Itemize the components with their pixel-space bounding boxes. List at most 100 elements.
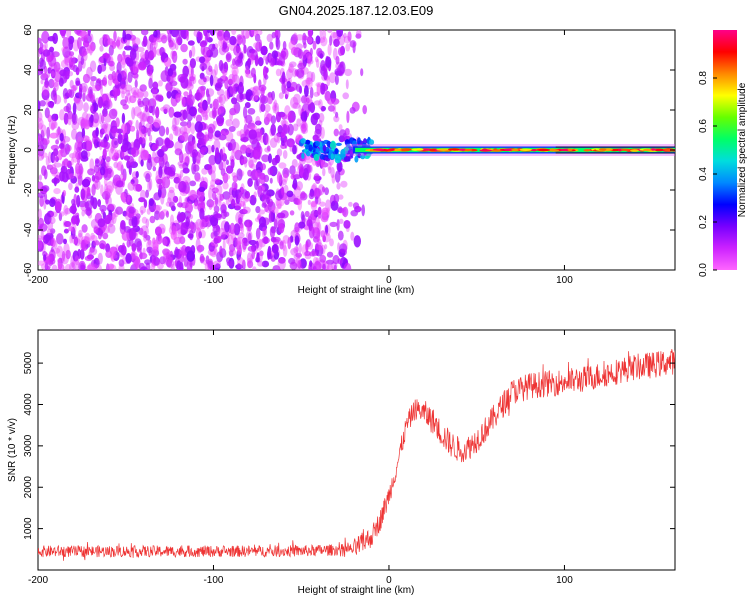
- noise-blob: [165, 210, 169, 218]
- noise-blob: [90, 114, 94, 123]
- noise-blob: [313, 173, 320, 181]
- noise-blob: [320, 36, 328, 47]
- noise-blob: [257, 185, 263, 198]
- noise-blob: [244, 65, 250, 78]
- noise-blob: [231, 30, 237, 35]
- noise-blob: [322, 167, 326, 177]
- noise-blob: [214, 263, 221, 270]
- noise-blob: [221, 153, 227, 162]
- noise-blob: [106, 181, 115, 194]
- noise-blob: [218, 103, 225, 114]
- noise-blob: [76, 146, 82, 152]
- noise-blob: [38, 217, 44, 228]
- noise-blob: [295, 133, 303, 141]
- noise-blob: [104, 183, 108, 195]
- noise-blob: [116, 162, 122, 171]
- noise-blob: [169, 250, 174, 263]
- noise-blob: [174, 148, 183, 156]
- noise-blob: [360, 68, 364, 77]
- noise-blob: [272, 265, 281, 270]
- noise-blob: [180, 30, 189, 39]
- signal-peak: [620, 148, 631, 151]
- noise-blob: [105, 193, 109, 205]
- noise-blob: [345, 43, 351, 52]
- noise-blob: [46, 126, 51, 140]
- noise-blob: [248, 159, 255, 169]
- noise-blob: [306, 219, 313, 227]
- transition-blob: [360, 154, 366, 160]
- noise-blob: [301, 123, 306, 129]
- noise-blob: [194, 92, 203, 101]
- noise-blob: [61, 191, 65, 204]
- signal-peak: [567, 148, 573, 151]
- noise-blob: [86, 241, 91, 248]
- noise-blob: [187, 141, 195, 153]
- noise-blob: [90, 232, 95, 240]
- noise-blob: [134, 66, 140, 74]
- noise-blob: [41, 185, 50, 192]
- signal-peak: [654, 148, 664, 152]
- noise-blob: [278, 174, 283, 187]
- noise-blob: [355, 30, 362, 38]
- noise-blob: [319, 30, 323, 39]
- noise-blob: [241, 30, 244, 38]
- noise-blob: [222, 41, 228, 50]
- noise-blob: [143, 127, 149, 134]
- noise-blob: [133, 72, 139, 81]
- noise-blob: [174, 141, 183, 152]
- noise-blob: [269, 177, 273, 184]
- colorbar-tick-label: 0.0: [698, 263, 709, 277]
- noise-blob: [298, 242, 302, 254]
- noise-blob: [140, 225, 149, 238]
- noise-blob: [269, 137, 278, 148]
- noise-blob: [216, 115, 225, 124]
- noise-blob: [153, 37, 158, 50]
- noise-blob: [202, 134, 207, 145]
- noise-blob: [272, 101, 277, 114]
- spectrogram-ylabel: Frequency (Hz): [7, 116, 18, 185]
- noise-blob: [49, 211, 58, 218]
- noise-blob: [273, 133, 280, 143]
- noise-blob: [68, 173, 75, 179]
- noise-blob: [278, 92, 284, 99]
- noise-blob: [327, 30, 333, 34]
- noise-blob: [53, 94, 62, 105]
- noise-blob: [111, 155, 119, 161]
- noise-blob: [236, 250, 241, 261]
- noise-blob: [254, 33, 261, 42]
- noise-blob: [228, 248, 237, 256]
- noise-blob: [140, 209, 144, 216]
- noise-blob: [316, 83, 321, 96]
- noise-blob: [63, 95, 68, 104]
- noise-blob: [43, 254, 47, 261]
- noise-blob: [62, 46, 71, 59]
- noise-blob: [329, 221, 338, 228]
- noise-blob: [298, 104, 302, 117]
- noise-blob: [314, 195, 319, 205]
- noise-blob: [140, 159, 144, 167]
- noise-blob: [289, 261, 298, 270]
- noise-blob: [201, 190, 205, 199]
- noise-blob: [225, 119, 233, 127]
- noise-blob: [151, 105, 156, 116]
- noise-blob: [83, 102, 89, 113]
- noise-blob: [93, 240, 97, 247]
- noise-blob: [281, 179, 287, 186]
- noise-blob: [232, 175, 238, 183]
- noise-blob: [302, 121, 307, 129]
- noise-blob: [81, 141, 87, 150]
- noise-blob: [197, 102, 203, 108]
- noise-blob: [49, 132, 58, 139]
- noise-blob: [231, 198, 236, 208]
- noise-blob: [152, 239, 159, 251]
- noise-blob: [278, 257, 286, 264]
- noise-blob: [321, 211, 329, 221]
- noise-blob: [52, 240, 58, 249]
- noise-blob: [92, 197, 98, 210]
- noise-blob: [248, 239, 257, 246]
- noise-blob: [291, 159, 298, 168]
- signal-peak: [519, 148, 533, 151]
- noise-blob: [195, 227, 202, 240]
- noise-blob: [302, 35, 309, 41]
- noise-blob: [206, 199, 215, 208]
